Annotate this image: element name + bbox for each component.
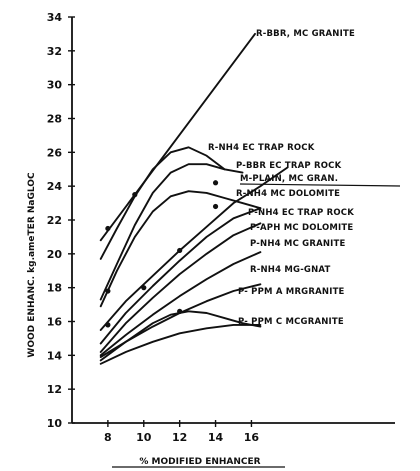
series-label-3: P-BBR EC TRAP ROCK (236, 161, 342, 171)
series-label-2: R-NH4 EC TRAP ROCK (208, 143, 315, 153)
y-tick-label: 34 (47, 11, 63, 24)
data-point (132, 192, 138, 198)
series-label-10: P- PPM A MRGRANITE (238, 287, 345, 297)
y-tick-label: 16 (47, 316, 63, 329)
series-label-8: P-NH4 MC GRANITE (250, 239, 346, 249)
y-tick-label: 32 (47, 45, 62, 58)
y-tick-label: 28 (47, 113, 62, 126)
series-line-6 (99, 207, 262, 345)
y-tick-label: 22 (47, 214, 62, 227)
y-tick-label: 24 (47, 180, 63, 193)
series-label-4: M-PLAIN, MC GRAN. (240, 174, 338, 184)
y-tick-label: 20 (47, 248, 63, 261)
series-line-2 (99, 146, 226, 260)
data-point (105, 322, 111, 328)
series-label-9: R-NH4 MG-GNAT (250, 265, 331, 275)
series-line-10 (99, 310, 262, 362)
y-tick-label: 14 (47, 349, 63, 362)
series-label-7: P-APH MC DOLOMITE (250, 223, 353, 233)
series-line-11 (99, 323, 262, 365)
label-underline (239, 183, 401, 187)
series-label-6: P-NH4 EC TRAP ROCK (248, 208, 354, 218)
series-line-5 (99, 190, 262, 308)
data-point (105, 225, 111, 232)
x-tick-label: 10 (136, 431, 152, 444)
series-labels: R-BBR, MC GRANITE R-NH4 EC TRAP ROCK P-BBR… (112, 29, 401, 468)
series-label-1: R-BBR, MC GRANITE (256, 29, 355, 39)
axes (71, 17, 395, 424)
x-axis-title: % MODIFIED ENHANCER (139, 457, 260, 467)
x-tick-label: 14 (208, 431, 224, 444)
series-line-4 (99, 166, 289, 331)
y-tick-label: 26 (47, 146, 63, 159)
data-markers (105, 180, 219, 328)
y-tick-label: 12 (47, 383, 62, 396)
y-tick-label: 18 (47, 282, 62, 295)
data-point (105, 288, 111, 294)
x-tick-label: 16 (244, 431, 260, 444)
series-label-5: R-NH4 MC DOLOMITE (236, 189, 340, 199)
data-point (177, 308, 183, 314)
series-label-11: P- PPM C MCGRANITE (238, 317, 344, 327)
x-tick-label: 12 (172, 431, 187, 444)
series-line-3 (99, 163, 244, 301)
y-axis-title: WOOD ENHANC. kg.ameTER NaGLOC (27, 172, 37, 358)
data-point (212, 203, 219, 210)
data-point (212, 180, 219, 186)
series-line-7 (99, 222, 262, 353)
series-lines (99, 32, 289, 365)
tick-labels: 10 12 14 16 18 20 22 24 26 28 30 32 34 8 10 12 14 16 (47, 11, 260, 444)
series-line-8 (99, 251, 262, 357)
data-point (141, 285, 147, 291)
y-tick-label: 10 (47, 417, 63, 430)
series-line-1 (99, 32, 256, 242)
data-point (177, 247, 183, 254)
y-tick-label: 30 (47, 79, 63, 92)
x-tick-label: 8 (104, 431, 112, 444)
